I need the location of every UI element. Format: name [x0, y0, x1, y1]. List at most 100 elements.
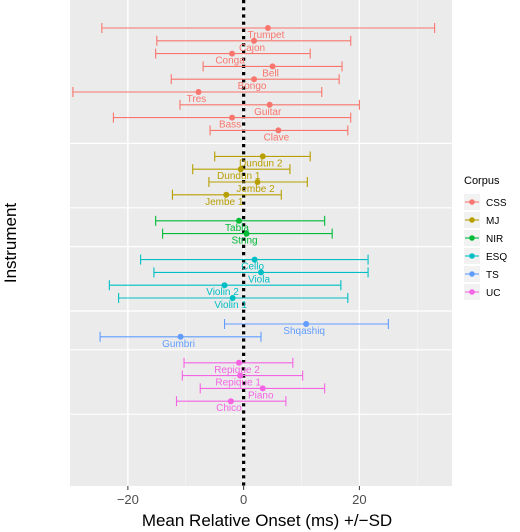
- plot-panel: [70, 0, 452, 486]
- point-group-cello: Cello: [140, 254, 369, 273]
- point-group-tabla: Tabla: [155, 215, 326, 234]
- point-label: Shqashiq: [283, 326, 325, 337]
- point-label: Trumpet: [248, 30, 285, 41]
- legend-key-dot: [469, 289, 475, 295]
- point-group-clave: Clave: [209, 125, 349, 143]
- point-label: Tabla: [225, 223, 249, 234]
- point-group-dundun-1: Dundun 1: [192, 164, 291, 182]
- mean-point: [258, 269, 264, 276]
- x-tick-label: 20: [352, 492, 366, 507]
- grid-lines: [70, 0, 452, 486]
- point-group-trumpet: Trumpet: [101, 23, 436, 41]
- legend-label: ESQ: [486, 252, 507, 263]
- mean-point: [275, 127, 282, 134]
- point-label: Repique 1: [215, 378, 261, 389]
- point-group-bass: Bass: [112, 112, 352, 131]
- point-label: Cello: [241, 262, 264, 273]
- point-group-shqashiq: Shqashiq: [223, 319, 389, 337]
- point-group-violin-1: Violin 1: [118, 293, 349, 311]
- mean-point: [251, 256, 258, 263]
- point-label: Conga: [215, 56, 245, 67]
- legend-label: MJ: [486, 216, 499, 227]
- mean-point: [237, 372, 244, 379]
- point-label: Dundun 2: [239, 158, 283, 169]
- mean-point: [269, 63, 276, 70]
- legend-label: UC: [486, 288, 500, 299]
- point-group-jembe-2: Jembe 2: [208, 177, 308, 195]
- legend-label: NIR: [486, 234, 503, 245]
- point-label: Repique 2: [214, 365, 260, 376]
- point-label: String: [231, 236, 257, 247]
- point-label: Jembe 2: [236, 184, 275, 195]
- mean-point: [195, 89, 202, 95]
- x-tick-label: −20: [117, 492, 139, 507]
- mean-point: [227, 398, 234, 405]
- mean-point: [266, 101, 273, 108]
- mean-point: [236, 359, 243, 366]
- mean-point: [259, 385, 266, 392]
- point-group-chico: Chico: [175, 396, 287, 414]
- point-label: Dundun 1: [217, 171, 261, 182]
- x-axis-title: Mean Relative Onset (ms) +/−SD: [142, 511, 392, 530]
- legend-item-css: CSS: [464, 194, 507, 210]
- point-label: Violin 1: [214, 300, 247, 311]
- point-label: Gumbri: [162, 339, 195, 350]
- point-group-dundun-2: Dundun 2: [214, 151, 311, 169]
- x-axis-ticks: −20 0 20: [117, 486, 367, 507]
- legend-item-esq: ESQ: [464, 248, 507, 264]
- legend-key-dot: [469, 271, 475, 277]
- mean-point: [259, 153, 266, 160]
- mean-point: [236, 217, 243, 224]
- legend-title: Corpus: [464, 175, 500, 187]
- point-group-gumbri: Gumbri: [99, 331, 262, 350]
- mean-point: [229, 295, 236, 301]
- point-group-guitar: Guitar: [179, 99, 360, 118]
- point-label: Clave: [264, 132, 290, 143]
- mean-point: [251, 37, 258, 44]
- legend: Corpus CSS MJ NIR ESQ TS UC: [464, 175, 507, 300]
- y-axis-title: Instrument: [1, 203, 20, 284]
- point-group-viola: Viola: [153, 267, 369, 285]
- point-label: Tres: [187, 94, 207, 105]
- mean-point: [221, 282, 228, 289]
- point-group-repique-1: Repique 1: [181, 370, 304, 389]
- point-label: Piano: [248, 390, 274, 401]
- point-label: Viola: [248, 274, 270, 285]
- mean-point: [229, 114, 236, 121]
- data-marks: Trumpet Cajon Conga Bell Bongo Tres Guitar Bass…: [72, 23, 436, 414]
- mean-point: [264, 25, 271, 31]
- point-group-conga: Conga: [155, 48, 311, 67]
- legend-item-nir: NIR: [464, 230, 503, 246]
- legend-label: TS: [486, 270, 499, 281]
- legend-key-dot: [469, 199, 475, 205]
- point-group-tres: Tres: [72, 87, 323, 105]
- point-group-cajon: Cajon: [156, 35, 352, 54]
- legend-item-mj: MJ: [464, 212, 499, 228]
- point-group-jembe-1: Jembe 1: [171, 189, 282, 208]
- legend-item-uc: UC: [464, 284, 500, 300]
- point-label: Bongo: [238, 81, 267, 92]
- mean-point: [243, 230, 250, 237]
- point-label: Violin 2: [206, 287, 239, 298]
- point-label: Cajon: [239, 43, 265, 54]
- legend-item-ts: TS: [464, 266, 499, 282]
- x-tick-label: 0: [240, 492, 247, 507]
- mean-point: [303, 321, 310, 327]
- mean-point: [237, 166, 244, 173]
- point-group-bongo: Bongo: [170, 74, 340, 92]
- point-label: Bell: [262, 68, 279, 79]
- point-group-string: String: [162, 228, 333, 247]
- mean-point: [254, 179, 261, 185]
- point-label: Bass: [219, 120, 241, 131]
- legend-key-dot: [469, 217, 475, 223]
- point-label: Jembe 1: [205, 197, 244, 208]
- mean-point: [229, 50, 236, 57]
- legend-key-dot: [469, 235, 475, 241]
- point-group-repique-2: Repique 2: [183, 357, 294, 376]
- legend-label: CSS: [486, 198, 507, 209]
- point-group-violin-2: Violin 2: [108, 280, 342, 298]
- point-group-piano: Piano: [199, 383, 326, 401]
- point-label: Guitar: [254, 107, 282, 118]
